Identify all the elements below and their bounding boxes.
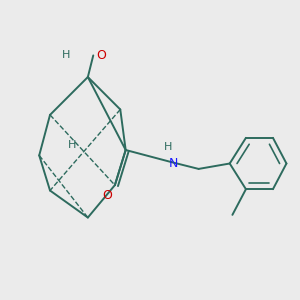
Text: O: O xyxy=(102,189,112,203)
Text: H: H xyxy=(62,50,70,60)
Text: H: H xyxy=(68,140,76,150)
Text: O: O xyxy=(96,49,106,62)
Text: H: H xyxy=(164,142,172,152)
Text: N: N xyxy=(168,157,178,170)
